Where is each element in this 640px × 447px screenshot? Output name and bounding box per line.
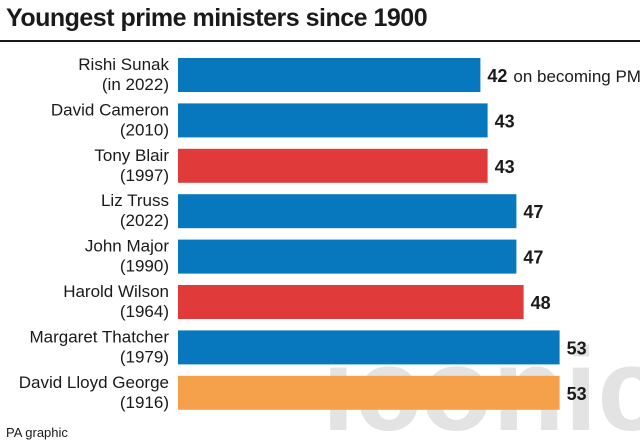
bar bbox=[178, 239, 517, 274]
category-label: Harold Wilson bbox=[63, 282, 169, 301]
category-label: David Cameron bbox=[51, 100, 169, 119]
category-label: (2022) bbox=[120, 211, 169, 230]
category-label: (in 2022) bbox=[102, 75, 169, 94]
bar bbox=[178, 194, 517, 229]
category-label: Tony Blair bbox=[94, 146, 169, 165]
category-label: (1916) bbox=[120, 393, 169, 412]
value-label: 48 bbox=[531, 293, 551, 313]
category-label: Rishi Sunak bbox=[78, 55, 169, 74]
annotation-label: on becoming PM bbox=[513, 67, 640, 86]
category-label: Margaret Thatcher bbox=[29, 327, 169, 346]
value-label: 47 bbox=[523, 202, 543, 222]
title-rule bbox=[0, 40, 640, 42]
value-label: 53 bbox=[567, 384, 587, 404]
category-label: (1964) bbox=[120, 302, 169, 321]
bar bbox=[178, 103, 488, 138]
category-label: Liz Truss bbox=[101, 191, 169, 210]
source-label: PA graphic bbox=[6, 425, 68, 440]
value-label: 43 bbox=[495, 157, 515, 177]
category-label: John Major bbox=[85, 237, 169, 256]
category-label: (1990) bbox=[120, 257, 169, 276]
bar bbox=[178, 285, 524, 319]
bar bbox=[178, 148, 488, 183]
chart-title: Youngest prime ministers since 1900 bbox=[6, 4, 428, 32]
category-label: (1997) bbox=[120, 166, 169, 185]
value-label: 43 bbox=[495, 111, 515, 131]
bar bbox=[178, 58, 481, 92]
bar bbox=[178, 375, 560, 410]
category-label: (1979) bbox=[120, 347, 169, 366]
bars-group: Rishi Sunak(in 2022) 42 on becoming PM Davi… bbox=[19, 55, 640, 412]
value-label: 47 bbox=[523, 248, 543, 268]
value-label: 53 bbox=[567, 338, 587, 358]
value-label: 42 bbox=[487, 66, 507, 86]
bar bbox=[178, 330, 560, 365]
category-label: (2010) bbox=[120, 120, 169, 139]
category-label: David Lloyd George bbox=[19, 373, 169, 392]
